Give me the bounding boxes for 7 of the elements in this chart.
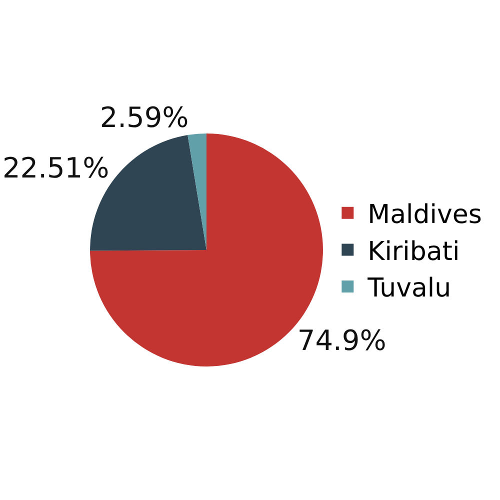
data-label: 22.51%	[2, 152, 110, 185]
data-label: 2.59%	[100, 100, 189, 134]
legend-label: Tuvalu	[366, 274, 452, 304]
data-label: 74.9%	[297, 324, 386, 357]
legend-label: Kiribati	[368, 236, 460, 267]
legend-label: Maldives	[368, 200, 482, 230]
pie-slice	[188, 134, 206, 250]
